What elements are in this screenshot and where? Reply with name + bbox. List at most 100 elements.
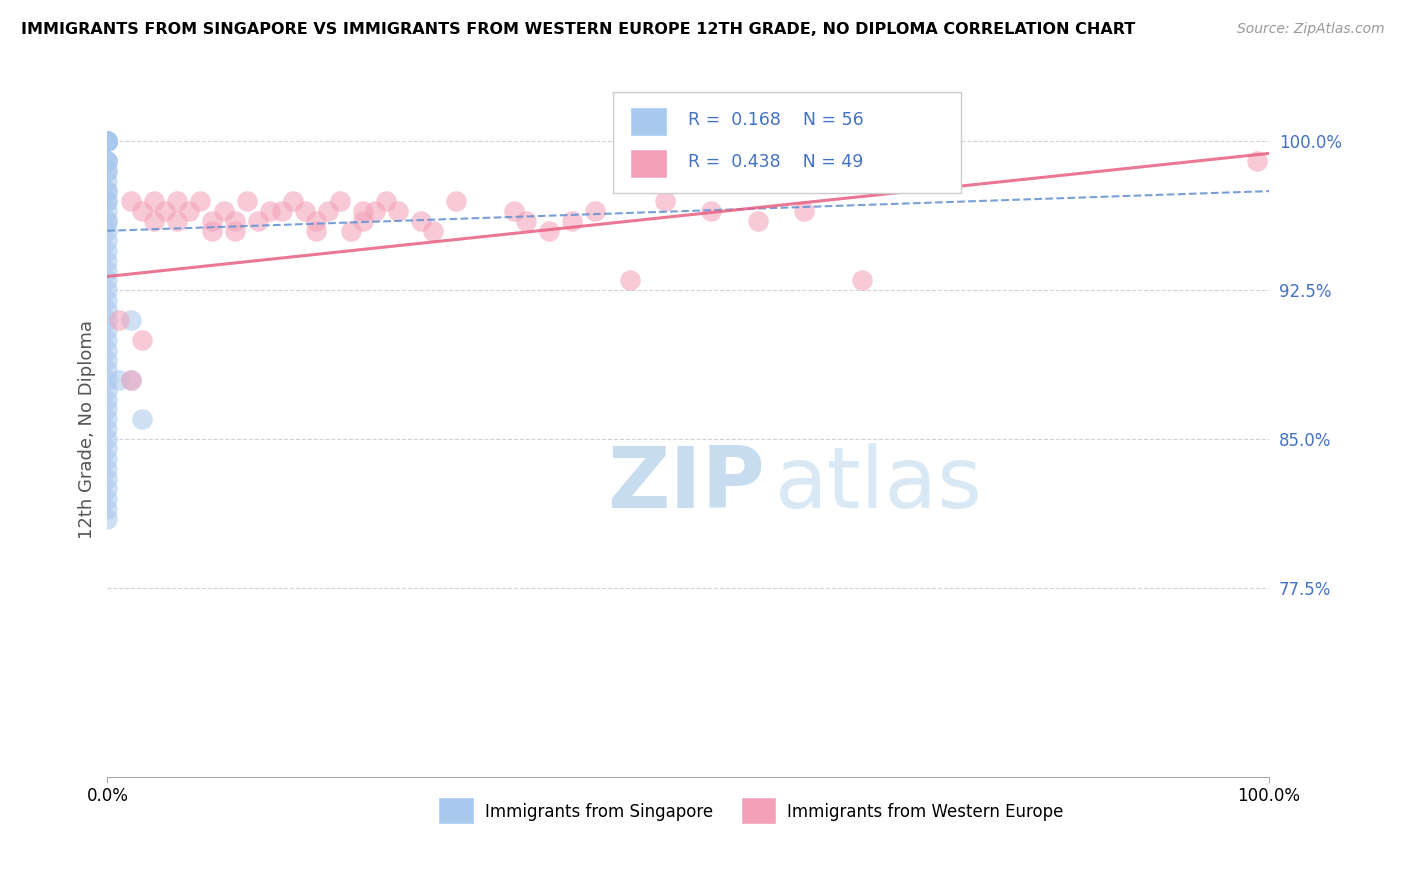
Point [96,472,118,486]
Point [851,273,873,287]
Point [96,333,118,347]
Point [188,194,211,208]
Point [142,194,165,208]
Point [352,214,374,228]
Point [793,203,815,218]
Point [96,135,118,149]
Point [409,214,432,228]
Point [96,263,118,277]
Point [166,194,188,208]
Point [96,284,118,298]
Point [329,194,352,208]
Point [96,293,118,308]
Point [96,135,118,149]
Point [96,352,118,367]
Point [96,422,118,436]
Point [283,194,305,208]
Point [166,214,188,228]
Point [96,432,118,446]
Point [96,135,118,149]
Point [120,373,142,387]
Point [96,343,118,357]
Text: IMMIGRANTS FROM SINGAPORE VS IMMIGRANTS FROM WESTERN EUROPE 12TH GRADE, NO DIPLO: IMMIGRANTS FROM SINGAPORE VS IMMIGRANTS … [21,22,1135,37]
Point [96,214,118,228]
Point [201,224,224,238]
Point [212,203,235,218]
Point [96,442,118,457]
Point [515,214,537,228]
Point [387,203,409,218]
Point [444,194,467,208]
Text: R =  0.438    N = 49: R = 0.438 N = 49 [688,153,863,170]
Point [96,323,118,337]
Point [131,412,153,426]
Point [96,135,118,149]
Point [270,203,292,218]
Point [120,194,142,208]
Point [96,234,118,248]
Point [422,224,444,238]
Point [96,452,118,467]
FancyBboxPatch shape [741,797,776,824]
Point [96,383,118,397]
FancyBboxPatch shape [630,149,668,178]
Point [236,194,259,208]
Point [96,224,118,238]
Point [96,135,118,149]
Point [131,203,153,218]
Text: R =  0.168    N = 56: R = 0.168 N = 56 [688,112,863,129]
FancyBboxPatch shape [630,107,668,136]
Text: Immigrants from Western Europe: Immigrants from Western Europe [787,803,1063,821]
Point [96,402,118,417]
Point [294,203,316,218]
Point [537,224,560,238]
Point [583,203,606,218]
Point [747,214,769,228]
Point [131,333,153,347]
Point [177,203,200,218]
Point [619,273,641,287]
Point [224,214,246,228]
Point [96,154,118,169]
Point [120,373,142,387]
Point [96,363,118,377]
Text: Source: ZipAtlas.com: Source: ZipAtlas.com [1237,22,1385,37]
Point [96,135,118,149]
Point [96,135,118,149]
Point [96,482,118,496]
Point [96,154,118,169]
Point [96,184,118,198]
Point [96,194,118,208]
Point [247,214,270,228]
Point [305,214,328,228]
Point [108,313,131,327]
Point [700,203,723,218]
Point [96,244,118,258]
Point [96,511,118,525]
Point [96,373,118,387]
Point [96,174,118,188]
Point [561,214,583,228]
Text: ZIP: ZIP [607,443,765,526]
Point [363,203,385,218]
Y-axis label: 12th Grade, No Diploma: 12th Grade, No Diploma [79,320,96,539]
Point [96,303,118,318]
Point [96,462,118,476]
Point [96,412,118,426]
Point [108,373,131,387]
Point [142,214,165,228]
Point [96,491,118,506]
Point [96,164,118,178]
Point [259,203,281,218]
FancyBboxPatch shape [613,93,962,193]
Point [96,253,118,268]
Point [96,154,118,169]
Point [96,164,118,178]
Point [316,203,339,218]
Point [96,184,118,198]
Point [120,313,142,327]
Point [340,224,363,238]
Point [96,392,118,407]
Point [352,203,374,218]
Point [96,203,118,218]
